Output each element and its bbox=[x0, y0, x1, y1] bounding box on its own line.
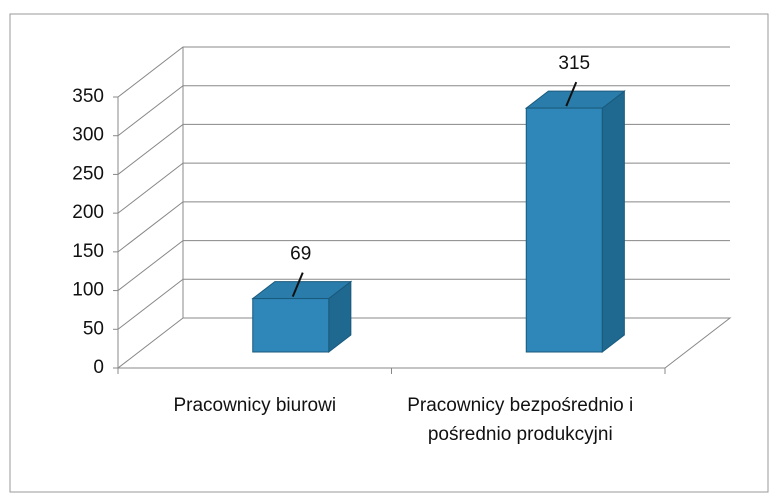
y-tick-label: 300 bbox=[72, 125, 104, 146]
leader-line bbox=[565, 81, 578, 107]
y-tick-label: 350 bbox=[72, 86, 104, 107]
grid-line bbox=[117, 201, 730, 253]
y-tick-label: 200 bbox=[72, 202, 104, 223]
floor bbox=[118, 317, 732, 369]
leader-line bbox=[291, 272, 304, 297]
bar-side bbox=[601, 90, 625, 354]
y-tick-label: 250 bbox=[72, 163, 104, 184]
grid-line bbox=[117, 85, 730, 137]
data-label: 315 bbox=[558, 53, 590, 74]
data-label: 69 bbox=[290, 244, 311, 265]
grid-line bbox=[117, 278, 730, 330]
grid-line bbox=[117, 123, 730, 175]
y-tick-label: 50 bbox=[83, 318, 104, 339]
y-tick-label: 150 bbox=[72, 241, 104, 262]
bar bbox=[252, 298, 330, 353]
grid-line bbox=[117, 46, 730, 98]
grid-line bbox=[117, 317, 730, 369]
y-tick-label: 100 bbox=[72, 280, 104, 301]
chart-border bbox=[9, 13, 769, 493]
x-tick-label: Pracownicy bezpośrednio i pośrednio prod… bbox=[407, 395, 634, 445]
x-tick-label: Pracownicy biurowi bbox=[173, 395, 337, 416]
grid-line bbox=[117, 162, 730, 214]
grid-line bbox=[117, 240, 730, 291]
bar bbox=[525, 107, 603, 353]
y-tick-label: 0 bbox=[93, 357, 104, 378]
